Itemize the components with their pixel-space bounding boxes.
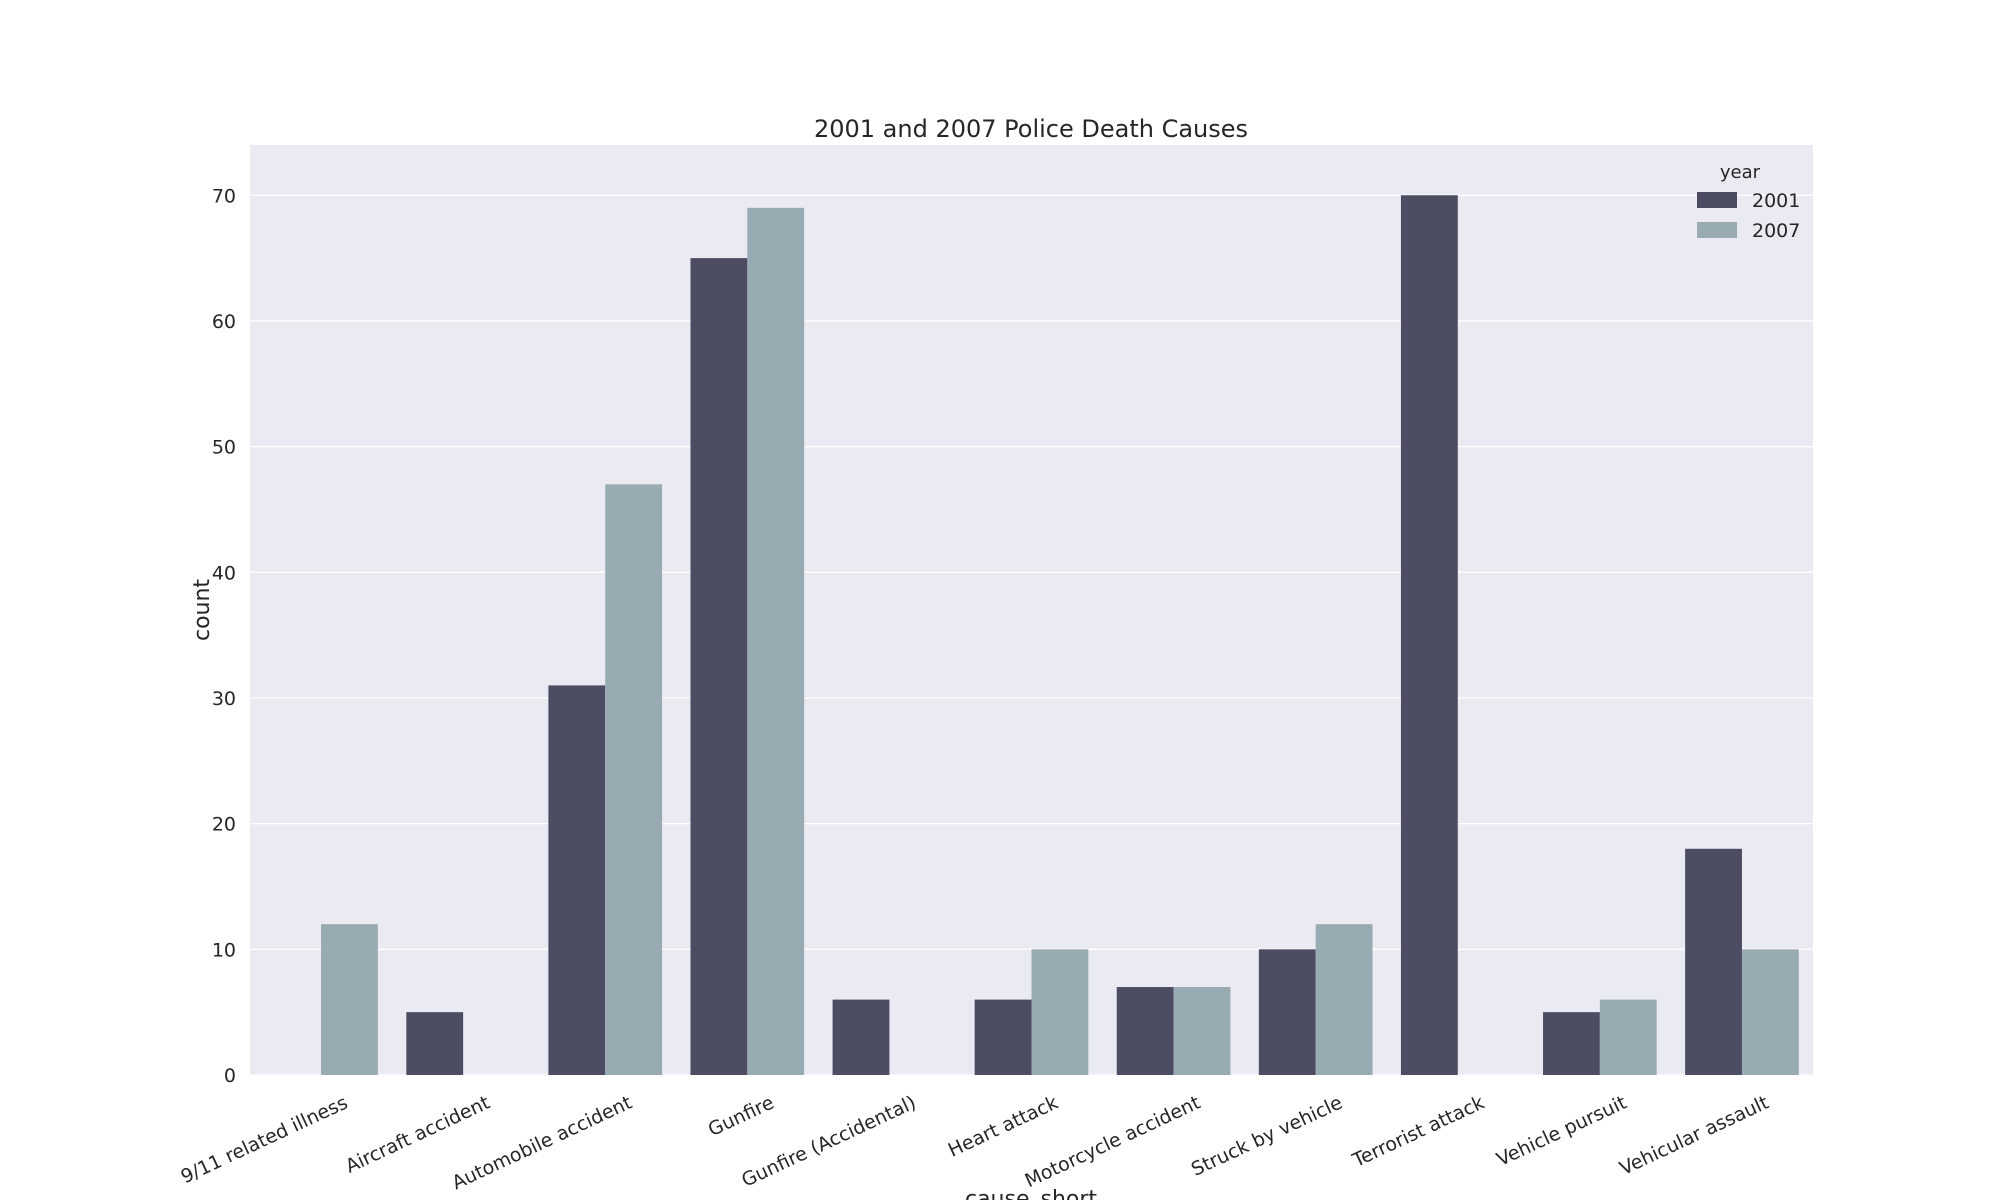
y-tick-labels: 0 10 20 30 40 50 60 70 (212, 185, 236, 1087)
legend-label-2001: 2001 (1752, 190, 1800, 212)
legend-swatch-2007 (1697, 222, 1737, 238)
legend-label-2007: 2007 (1752, 220, 1800, 242)
x-tick-label: Vehicular assault (1616, 1092, 1772, 1180)
x-tick-label: Vehicle pursuit (1493, 1092, 1630, 1171)
bar-2007-0 (321, 924, 378, 1075)
bar-2007-10 (1741, 949, 1799, 1075)
bar-2007-7 (1315, 924, 1373, 1075)
bar-2001-3 (690, 258, 748, 1075)
bar-2001-1 (406, 1012, 464, 1075)
bar-2001-7 (1258, 949, 1316, 1075)
bar-2001-2 (548, 685, 606, 1075)
bar-2007-6 (1173, 987, 1231, 1075)
y-tick-label: 0 (224, 1065, 236, 1087)
y-tick-label: 40 (212, 562, 236, 584)
y-tick-label: 50 (212, 437, 236, 459)
bar-2001-6 (1116, 987, 1174, 1075)
x-tick-label: Gunfire (705, 1092, 778, 1141)
y-tick-label: 70 (212, 185, 236, 207)
y-tick-label: 30 (212, 688, 236, 710)
y-tick-label: 20 (212, 814, 236, 836)
grid-lines (250, 194, 1813, 1076)
legend: year 2001 2007 (1697, 162, 1800, 242)
bar-2001-5 (974, 999, 1032, 1075)
bar-2001-8 (1400, 195, 1458, 1075)
x-tick-label: Heart attack (945, 1092, 1062, 1162)
y-axis-label: count (190, 579, 215, 641)
bar-2001-9 (1543, 1012, 1600, 1075)
bar-2007-5 (1031, 949, 1089, 1075)
x-tick-label: Terrorist attack (1348, 1092, 1488, 1173)
plot-background (250, 145, 1813, 1075)
bar-2007-3 (747, 207, 805, 1076)
bar-2001-10 (1685, 848, 1742, 1075)
bar-2001-4 (832, 999, 890, 1075)
y-tick-label: 10 (212, 939, 236, 961)
legend-title: year (1720, 162, 1761, 183)
bar-2007-2 (605, 484, 663, 1075)
legend-swatch-2001 (1697, 192, 1737, 208)
x-tick-label: Struck by vehicle (1188, 1092, 1346, 1181)
chart-title: 2001 and 2007 Police Death Causes (814, 115, 1248, 143)
bar-2007-9 (1599, 999, 1657, 1075)
x-tick-label: 9/11 related illness (178, 1092, 352, 1189)
bars (321, 195, 1799, 1076)
x-axis-label: cause_short (965, 1187, 1097, 1200)
y-tick-label: 60 (212, 311, 236, 333)
